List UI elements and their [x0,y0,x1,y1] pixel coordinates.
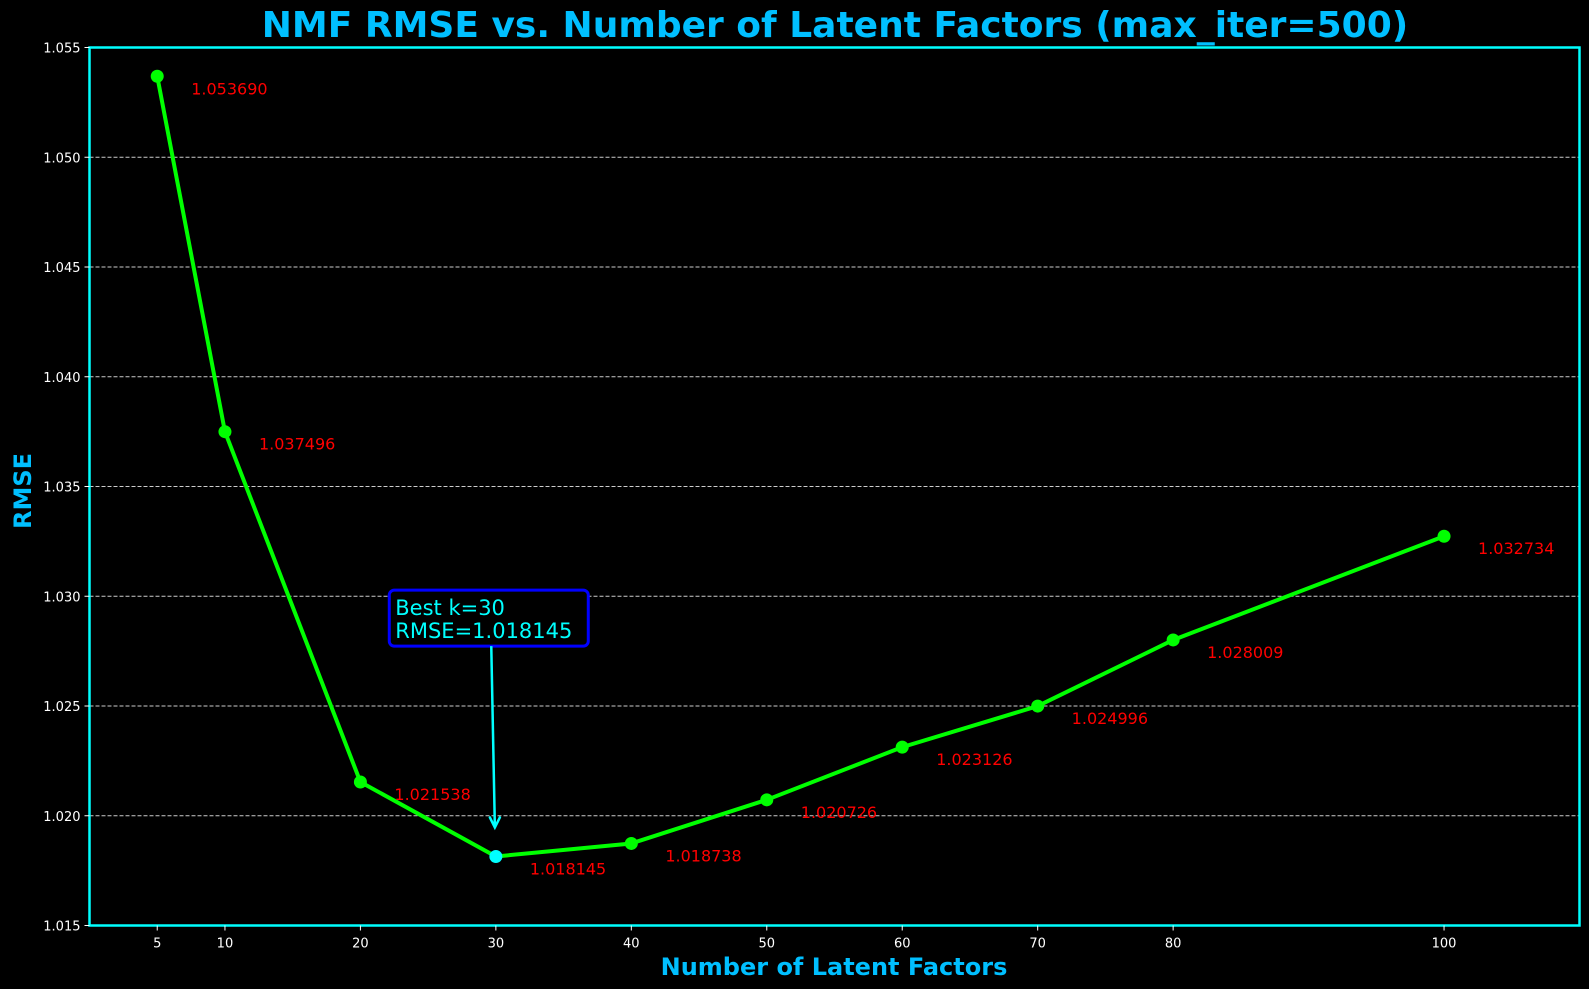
data-point [624,836,638,850]
x-tick-label: 30 [488,937,505,952]
annotation-arrowhead [488,816,502,831]
y-tick-label: 1.045 [43,261,80,276]
data-point [1166,633,1180,647]
y-tick-label: 1.055 [43,42,80,57]
data-label: 1.018145 [530,859,606,878]
series: 1.053690 1.037496 1.021538 1.018145 1.018738… [150,69,1554,878]
y-tick-label: 1.025 [43,700,80,715]
data-label: 1.023126 [936,750,1012,769]
data-label: 1.024996 [1072,709,1148,728]
y-axis: 1.015 1.020 1.025 1.030 1.035 1.040 1.045 1.050… [43,42,90,935]
x-tick-label: 20 [352,937,369,952]
x-tick-label: 10 [217,937,234,952]
annotation-arrow [490,646,497,828]
data-label: 1.021538 [394,785,470,804]
data-point [760,793,774,807]
y-tick-label: 1.050 [43,151,80,166]
y-tick-label: 1.020 [43,810,80,825]
data-label: 1.018738 [665,846,741,865]
best-point [489,849,503,863]
x-axis-label: Number of Latent Factors [661,953,1008,981]
data-point [150,69,164,83]
x-axis: 5 10 20 30 40 50 60 70 80 100 [153,925,1457,952]
x-tick-label: 70 [1029,937,1046,952]
data-point [218,425,232,439]
annotation-line-2: RMSE=1.018145 [395,619,572,643]
series-line [155,74,1447,859]
data-point [1437,529,1451,543]
annotation-box [387,588,590,648]
chart-title: NMF RMSE vs. Number of Latent Factors (m… [262,5,1408,46]
data-point [353,775,367,789]
y-tick-label: 1.015 [43,920,80,935]
x-tick-label: 100 [1432,937,1457,952]
y-axis-label: RMSE [9,453,37,529]
data-point [1031,699,1045,713]
y-tick-label: 1.030 [43,590,80,605]
data-label: 1.028009 [1207,643,1283,662]
x-tick-label: 5 [153,937,161,952]
data-label: 1.037496 [259,435,335,454]
x-tick-label: 50 [758,937,775,952]
data-label: 1.053690 [191,79,267,98]
data-label: 1.020726 [801,803,877,822]
annotation-line-1: Best k=30 [395,596,505,620]
data-label: 1.032734 [1478,539,1554,558]
x-tick-label: 80 [1165,937,1182,952]
y-tick-label: 1.035 [43,481,80,496]
grid [89,156,1580,817]
x-tick-label: 60 [894,937,911,952]
y-tick-label: 1.040 [43,371,80,386]
x-tick-label: 40 [623,937,640,952]
data-point [895,740,909,754]
